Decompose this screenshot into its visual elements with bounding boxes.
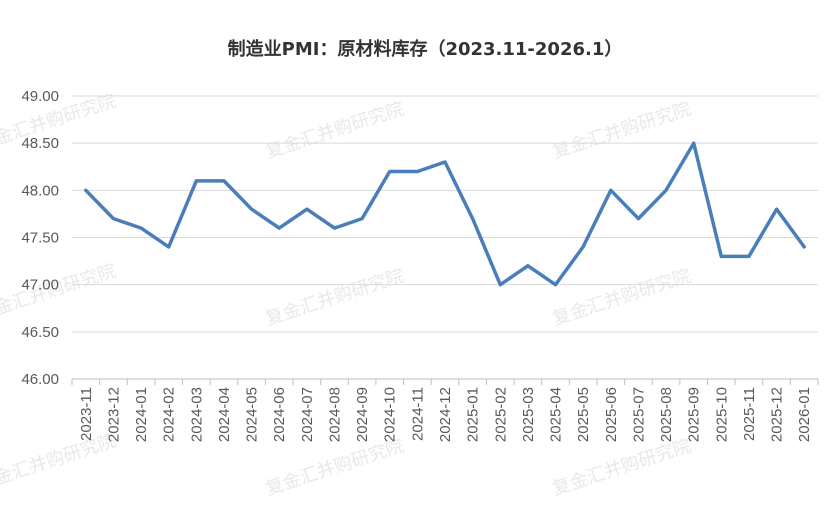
y-axis: 46.00 46.50 47.00 47.50 48.00 48.50 49.00: [21, 88, 59, 388]
data-point: [498, 283, 502, 287]
watermark-text: 复金汇并购研究院: [550, 265, 693, 329]
x-tick-label: 2023-12: [105, 387, 122, 442]
data-point: [747, 254, 751, 258]
data-point: [388, 169, 392, 173]
series-layer: [84, 141, 806, 287]
x-tick-label: 2025-11: [741, 387, 758, 441]
x-tick-label: 2025-07: [630, 387, 647, 442]
x-tick-label: 2024-11: [409, 387, 426, 441]
x-tick-label: 2024-03: [188, 387, 205, 442]
data-point: [471, 217, 475, 221]
x-tick-label: 2025-05: [575, 387, 592, 442]
data-point: [250, 207, 254, 211]
x-tick-label: 2025-01: [465, 387, 482, 442]
x-tick-label: 2024-08: [326, 387, 343, 442]
x-tick-label: 2024-12: [437, 387, 454, 442]
data-point: [443, 160, 447, 164]
data-point: [526, 264, 530, 268]
data-point: [636, 217, 640, 221]
data-point: [194, 179, 198, 183]
x-tick-label: 2025-03: [520, 387, 537, 442]
x-tick-label: 2024-01: [133, 387, 150, 442]
data-point: [664, 188, 668, 192]
x-tick-label: 2024-05: [244, 387, 261, 442]
data-point: [111, 217, 115, 221]
data-point: [609, 188, 613, 192]
data-point: [167, 245, 171, 249]
data-point: [692, 141, 696, 145]
data-point: [415, 169, 419, 173]
watermark-text: 复金汇并购研究院: [550, 435, 693, 499]
data-point: [305, 207, 309, 211]
x-tick-label: 2024-10: [382, 387, 399, 442]
y-tick-label: 47.50: [21, 230, 59, 247]
watermark-text: 复金汇并购研究院: [263, 265, 406, 329]
y-tick-label: 49.00: [21, 88, 59, 105]
y-tick-label: 47.00: [21, 277, 59, 294]
x-tick-label: 2024-09: [354, 387, 371, 442]
y-tick-label: 46.50: [21, 324, 59, 341]
watermark-text: 复金汇并购研究院: [550, 98, 693, 162]
data-point: [84, 188, 88, 192]
grid-lines: [72, 95, 818, 333]
series-line: [84, 141, 806, 287]
x-tick-label: 2023-11: [78, 387, 95, 441]
data-point: [222, 179, 226, 183]
data-point: [360, 217, 364, 221]
data-point: [719, 254, 723, 258]
chart-title: 制造业PMI：原材料库存（2023.11-2026.1）: [228, 38, 623, 60]
x-tick-label: 2025-09: [686, 387, 703, 442]
x-tick-label: 2025-06: [603, 387, 620, 442]
data-point: [139, 226, 143, 230]
x-tick-label: 2024-04: [216, 387, 233, 442]
x-tick-label: 2024-02: [161, 387, 178, 442]
watermark-text: 复金汇并购研究院: [0, 430, 118, 494]
watermark-text: 复金汇并购研究院: [263, 98, 406, 162]
watermark-text: 复金汇并购研究院: [0, 90, 118, 154]
y-tick-label: 48.50: [21, 135, 59, 152]
y-tick-label: 48.00: [21, 182, 59, 199]
x-tick-label: 2025-08: [658, 387, 675, 442]
data-point: [554, 283, 558, 287]
x-tick-label: 2025-12: [769, 387, 786, 442]
watermark-text: 复金汇并购研究院: [0, 260, 118, 324]
x-tick-label: 2026-01: [796, 387, 813, 442]
x-axis: 2023-11 2023-12 2024-01 2024-02 2024-03 2024-…: [71, 378, 819, 442]
data-point: [332, 226, 336, 230]
x-tick-label: 2024-06: [271, 387, 288, 442]
data-point: [775, 207, 779, 211]
data-point: [277, 226, 281, 230]
data-point: [802, 245, 806, 249]
y-tick-label: 46.00: [21, 371, 59, 388]
x-tick-label: 2025-04: [548, 387, 565, 442]
data-point: [581, 245, 585, 249]
x-tick-label: 2025-02: [492, 387, 509, 442]
x-tick-label: 2024-07: [299, 387, 316, 442]
watermark-text: 复金汇并购研究院: [263, 435, 406, 499]
x-tick-label: 2025-10: [713, 387, 730, 442]
